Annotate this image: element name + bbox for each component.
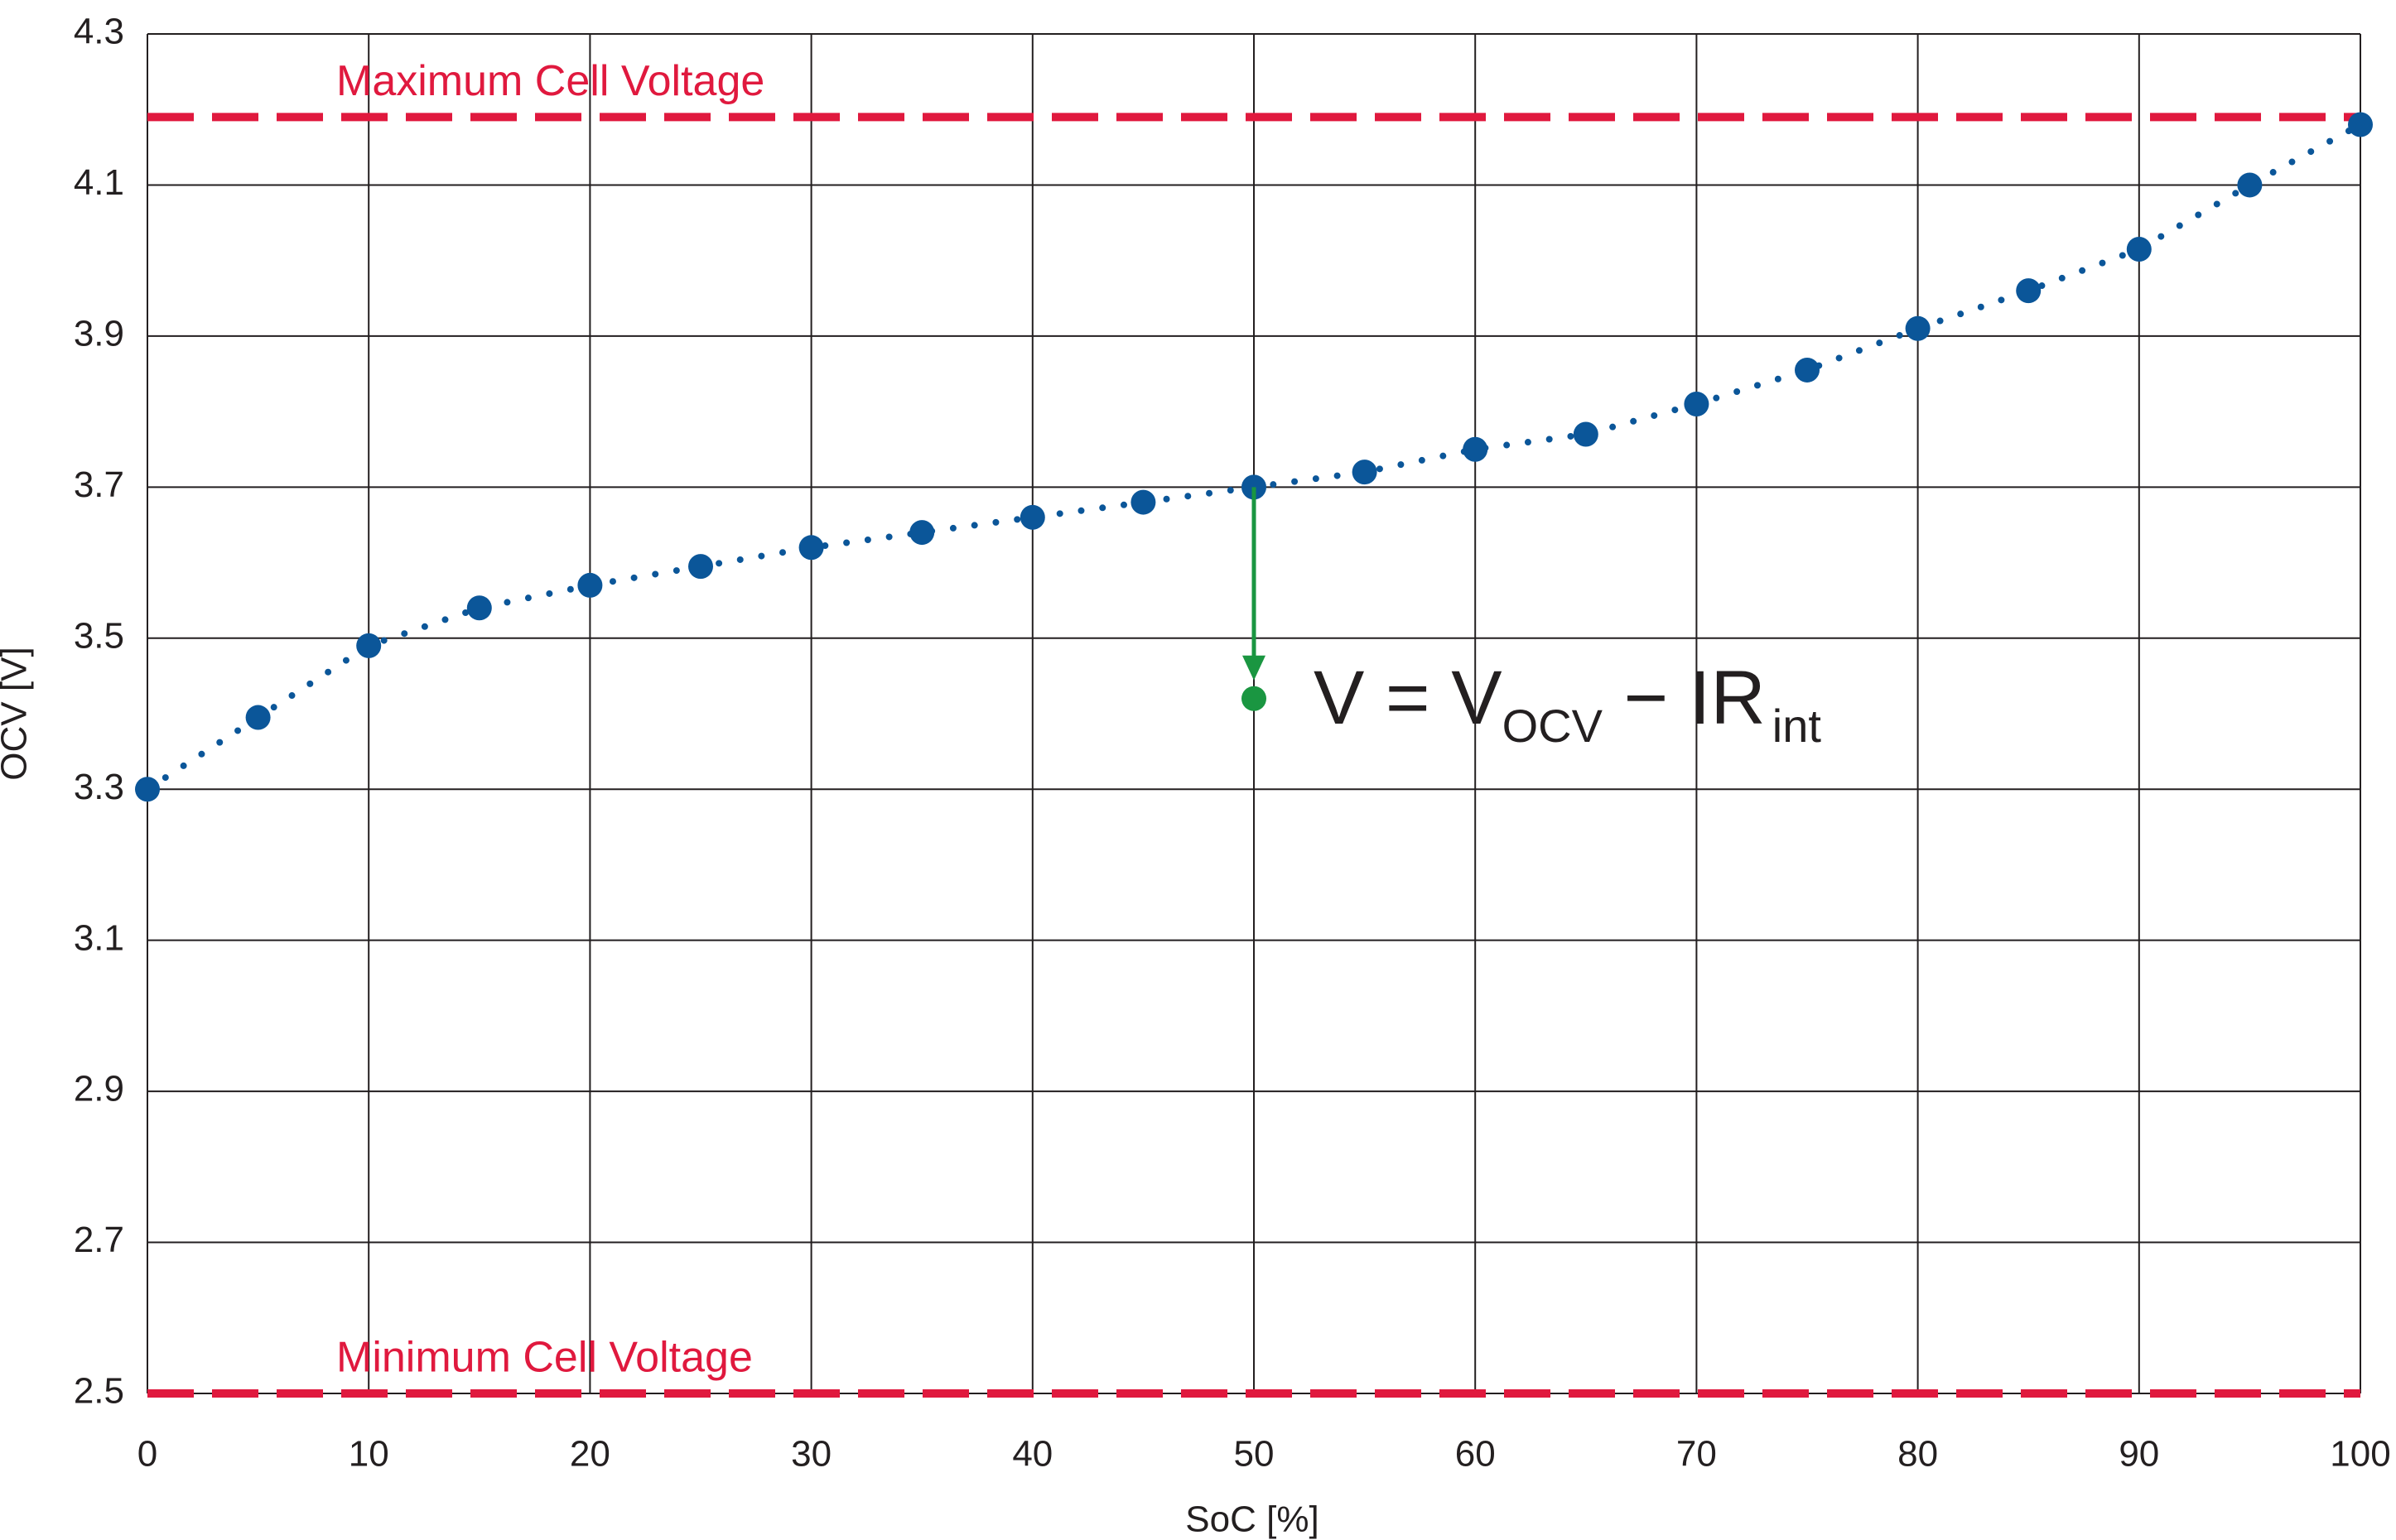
x-tick-label: 10 <box>349 1434 389 1475</box>
x-tick-label: 30 <box>791 1434 832 1475</box>
x-tick-label: 100 <box>2330 1434 2390 1475</box>
data-point <box>1463 436 1488 462</box>
y-tick-label: 4.1 <box>74 162 124 203</box>
x-tick-label: 0 <box>137 1434 157 1475</box>
data-point <box>1241 474 1266 500</box>
equation: V = VOCV − IR int <box>1314 656 1821 752</box>
data-point <box>2237 172 2263 198</box>
equation-part: V = V <box>1314 656 1502 740</box>
y-tick-label: 3.7 <box>74 464 124 505</box>
data-point <box>356 633 382 658</box>
x-tick-label: 20 <box>570 1434 610 1475</box>
y-tick-label: 3.9 <box>74 314 124 354</box>
data-point <box>1905 315 1931 341</box>
equation-part: OCV <box>1502 700 1603 752</box>
data-point <box>2348 112 2373 137</box>
x-tick-label: 90 <box>2119 1434 2159 1475</box>
x-tick-label: 70 <box>1676 1434 1717 1475</box>
y-tick-label: 2.9 <box>74 1069 124 1109</box>
data-point <box>245 705 271 730</box>
y-tick-label: 2.7 <box>74 1220 124 1260</box>
data-point <box>1684 391 1709 416</box>
data-point <box>1795 357 1820 383</box>
x-tick-label: 60 <box>1455 1434 1496 1475</box>
reference-label: Minimum Cell Voltage <box>336 1334 753 1382</box>
y-tick-label: 2.5 <box>74 1371 124 1412</box>
data-point <box>577 572 603 598</box>
equation-part: − IR <box>1603 656 1766 740</box>
data-point <box>135 777 160 802</box>
data-point <box>466 595 492 621</box>
y-axis-title: OCV [V] <box>0 647 35 780</box>
x-tick-label: 80 <box>1897 1434 1938 1475</box>
data-point <box>688 554 713 580</box>
y-tick-label: 3.1 <box>74 917 124 958</box>
x-tick-label: 50 <box>1234 1434 1275 1475</box>
y-tick-label: 3.5 <box>74 615 124 656</box>
data-point <box>798 535 824 561</box>
data-point <box>1131 489 1156 515</box>
x-tick-label: 40 <box>1012 1434 1053 1475</box>
data-point <box>909 520 935 546</box>
x-axis-title: SoC [%] <box>1185 1499 1319 1540</box>
data-point <box>1573 421 1598 447</box>
data-point <box>2016 278 2042 304</box>
reference-label: Maximum Cell Voltage <box>336 57 764 105</box>
data-point <box>1020 504 1045 530</box>
equation-part: int <box>1772 700 1822 752</box>
drop-point <box>1241 686 1266 711</box>
data-point <box>1352 460 1377 485</box>
arrow-head <box>1242 655 1265 681</box>
y-tick-label: 4.3 <box>74 12 124 52</box>
y-tick-label: 3.3 <box>74 767 124 807</box>
data-point <box>2126 236 2152 262</box>
